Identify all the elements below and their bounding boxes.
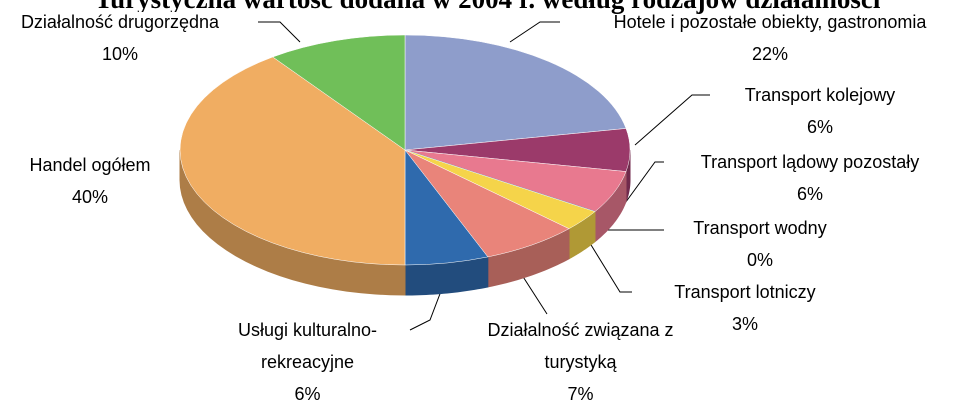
- slice-label: Transport lądowy pozostały 6%: [660, 146, 960, 210]
- category-label: Działalność związana z turystyką: [487, 320, 684, 372]
- category-label: Transport lądowy pozostały: [700, 152, 920, 172]
- pie-slice: [272, 34, 406, 151]
- category-label: Transport lotniczy: [674, 282, 816, 302]
- value-label: 6%: [806, 117, 833, 137]
- pie-tops: [179, 34, 631, 266]
- value-label: 6%: [294, 384, 321, 404]
- slice-label: Hotele i pozostałe obiekty, gastronomia 2…: [560, 6, 975, 70]
- slice-label: Usługi kulturalno-rekreacyjne 6%: [210, 314, 405, 407]
- chart-title: Turystyczna wartość dodana w 2004 r. wed…: [0, 0, 975, 15]
- slice-label: Transport lotniczy 3%: [625, 276, 865, 340]
- category-label: Hotele i pozostałe obiekty, gastronomia: [613, 12, 927, 32]
- value-label: 22%: [751, 44, 789, 64]
- slice-label: Handel ogółem 40%: [0, 149, 190, 213]
- value-label: 3%: [731, 314, 758, 334]
- value-label: 10%: [101, 44, 139, 64]
- leader-line: [509, 21, 560, 43]
- slice-label: Transport wodny 0%: [660, 212, 860, 276]
- leader-line: [587, 239, 632, 293]
- leader-line: [619, 161, 664, 211]
- pie-slice: [404, 34, 627, 151]
- slice-label: Transport kolejowy 6%: [705, 79, 935, 143]
- category-label: Usługi kulturalno-rekreacyjne: [237, 320, 378, 372]
- category-label: Handel ogółem: [29, 155, 151, 175]
- leader-line: [519, 271, 548, 315]
- pie-slice: [179, 56, 406, 266]
- value-label: 0%: [746, 250, 773, 270]
- category-label: Transport wodny: [693, 218, 827, 238]
- slice-label: Działalność związana z turystyką 7%: [478, 314, 683, 407]
- slice-label: Działalność drugorzędna 10%: [0, 6, 260, 70]
- category-label: Transport kolejowy: [744, 85, 896, 105]
- category-label: Działalność drugorzędna: [20, 12, 220, 32]
- leader-line: [258, 21, 301, 43]
- value-label: 6%: [796, 184, 823, 204]
- value-label: 40%: [71, 187, 109, 207]
- value-label: 7%: [567, 384, 594, 404]
- leader-line: [634, 94, 710, 146]
